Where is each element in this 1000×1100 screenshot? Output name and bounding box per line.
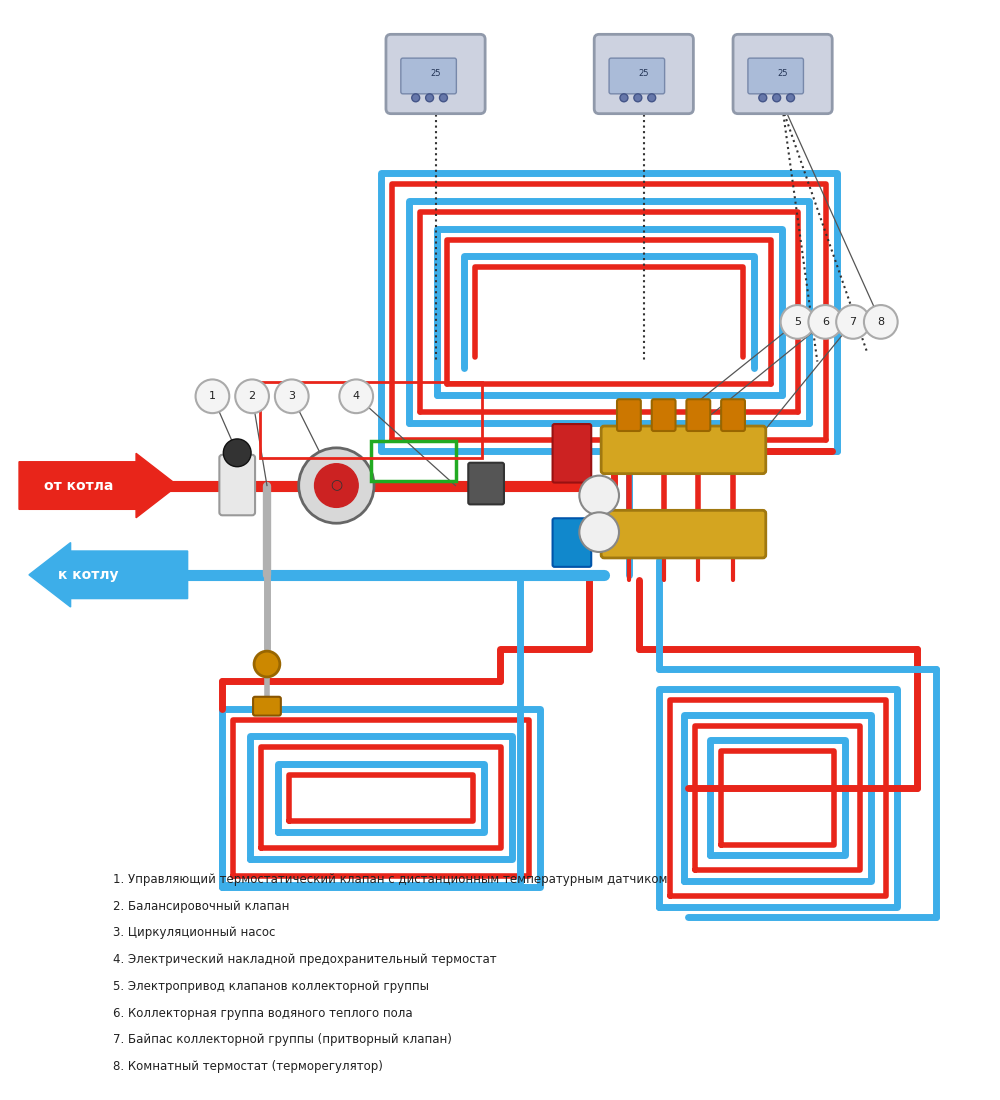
FancyBboxPatch shape [553, 518, 591, 567]
FancyBboxPatch shape [617, 399, 641, 431]
Text: 4. Электрический накладной предохранительный термостат: 4. Электрический накладной предохранител… [113, 953, 497, 966]
Circle shape [235, 379, 269, 414]
FancyArrow shape [29, 542, 188, 607]
Circle shape [759, 94, 767, 102]
Text: 6: 6 [822, 317, 829, 327]
FancyBboxPatch shape [253, 696, 281, 716]
Circle shape [579, 475, 619, 515]
Text: 1: 1 [209, 392, 216, 402]
Text: 5. Электропривод клапанов коллекторной группы: 5. Электропривод клапанов коллекторной г… [113, 980, 429, 993]
Text: 3: 3 [288, 392, 295, 402]
Text: 25: 25 [777, 69, 788, 78]
Circle shape [275, 379, 309, 414]
FancyBboxPatch shape [748, 58, 803, 94]
Text: ○: ○ [330, 477, 342, 492]
Circle shape [196, 379, 229, 414]
FancyBboxPatch shape [609, 58, 665, 94]
Text: 1. Управляющий термостатический клапан с дистанционным температурным датчиком: 1. Управляющий термостатический клапан с… [113, 872, 668, 886]
Text: 4: 4 [353, 392, 360, 402]
Circle shape [836, 305, 870, 339]
Circle shape [223, 439, 251, 466]
FancyBboxPatch shape [401, 58, 456, 94]
FancyArrow shape [19, 453, 178, 518]
FancyBboxPatch shape [601, 510, 766, 558]
Circle shape [773, 94, 781, 102]
FancyBboxPatch shape [601, 426, 766, 474]
Circle shape [315, 464, 358, 507]
Circle shape [412, 94, 420, 102]
Circle shape [781, 305, 814, 339]
FancyBboxPatch shape [652, 399, 676, 431]
Text: 25: 25 [430, 69, 441, 78]
Circle shape [440, 94, 447, 102]
FancyBboxPatch shape [721, 399, 745, 431]
Text: 2: 2 [249, 392, 256, 402]
Circle shape [426, 94, 434, 102]
Circle shape [787, 94, 795, 102]
Circle shape [254, 651, 280, 676]
FancyBboxPatch shape [219, 454, 255, 515]
FancyBboxPatch shape [594, 34, 693, 113]
Text: 25: 25 [639, 69, 649, 78]
Circle shape [339, 379, 373, 414]
Circle shape [299, 448, 374, 524]
FancyBboxPatch shape [686, 399, 710, 431]
Text: 8. Комнатный термостат (терморегулятор): 8. Комнатный термостат (терморегулятор) [113, 1060, 383, 1074]
Text: 8: 8 [877, 317, 884, 327]
Text: 2. Балансировочный клапан: 2. Балансировочный клапан [113, 900, 290, 913]
FancyBboxPatch shape [468, 463, 504, 505]
Circle shape [648, 94, 656, 102]
Circle shape [864, 305, 898, 339]
Circle shape [620, 94, 628, 102]
Circle shape [634, 94, 642, 102]
Text: 7: 7 [849, 317, 857, 327]
Text: 3. Циркуляционный насос: 3. Циркуляционный насос [113, 926, 276, 939]
Text: к котлу: к котлу [58, 568, 119, 582]
FancyBboxPatch shape [386, 34, 485, 113]
Text: 7. Байпас коллекторной группы (притворный клапан): 7. Байпас коллекторной группы (притворны… [113, 1033, 452, 1046]
Text: 5: 5 [794, 317, 801, 327]
FancyBboxPatch shape [553, 425, 591, 483]
Circle shape [808, 305, 842, 339]
FancyBboxPatch shape [733, 34, 832, 113]
Text: от котла: от котла [44, 478, 113, 493]
Text: 6. Коллекторная группа водяного теплого пола: 6. Коллекторная группа водяного теплого … [113, 1006, 413, 1020]
Circle shape [579, 513, 619, 552]
